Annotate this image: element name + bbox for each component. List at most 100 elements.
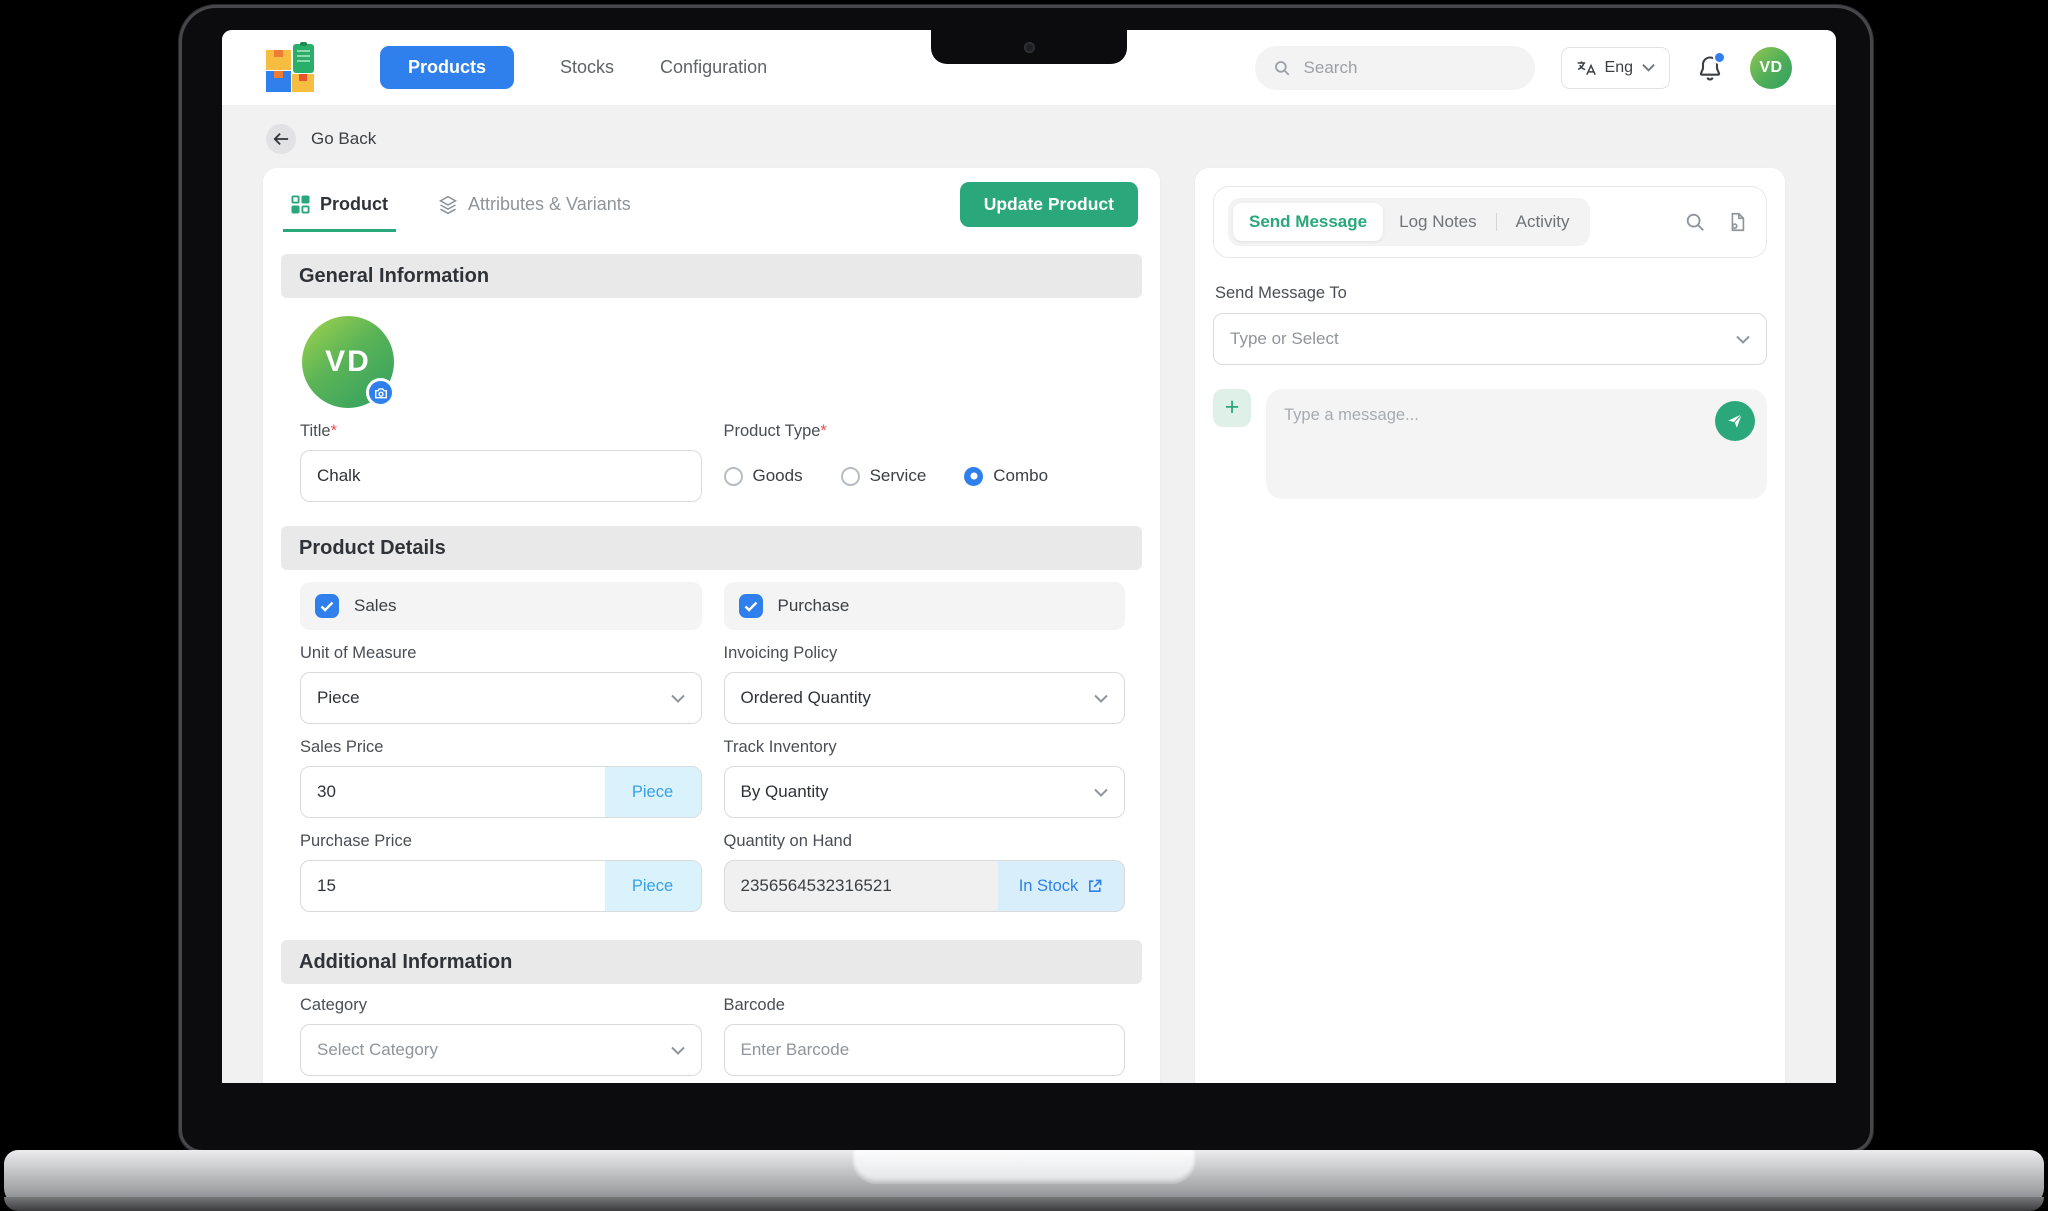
purchase-checkbox-card[interactable]: Purchase — [723, 582, 1125, 630]
send-button[interactable] — [1715, 401, 1755, 441]
title-field: Title* — [300, 422, 702, 502]
unit-of-measure-label: Unit of Measure — [300, 644, 417, 662]
tab-attributes-variants[interactable]: Attributes & Variants — [430, 176, 639, 232]
chevron-down-icon — [1642, 64, 1655, 72]
product-image: VD — [302, 316, 395, 408]
invoicing-policy-select[interactable]: Ordered Quantity — [723, 672, 1125, 724]
message-toolbar-icons — [1684, 211, 1752, 233]
sales-checkbox-label: Sales — [354, 596, 397, 615]
section-header-general: General Information — [281, 254, 1142, 298]
webcam-icon — [1023, 41, 1035, 53]
chevron-down-icon — [670, 1046, 685, 1055]
radio-service[interactable]: Service — [840, 466, 926, 486]
tab-activity[interactable]: Activity — [1515, 212, 1570, 231]
sales-price-group: Piece — [300, 766, 702, 818]
barcode-label: Barcode — [723, 996, 785, 1014]
grid-icon — [291, 195, 310, 214]
translate-icon — [1576, 59, 1596, 77]
language-selector[interactable]: Eng — [1560, 46, 1670, 89]
add-attachment-button[interactable]: + — [1213, 389, 1251, 427]
section-general-body: VD Title* — [263, 298, 1160, 506]
sales-price-field: Sales Price Piece — [300, 738, 702, 818]
search-messages-icon[interactable] — [1684, 211, 1706, 233]
radio-goods[interactable]: Goods — [723, 466, 803, 486]
barcode-input[interactable] — [723, 1024, 1125, 1076]
track-inventory-label: Track Inventory — [723, 738, 837, 756]
go-back[interactable]: Go Back — [222, 106, 1836, 166]
title-label: Title* — [300, 422, 337, 440]
search-input[interactable] — [1301, 56, 1517, 79]
laptop-base — [4, 1150, 2044, 1211]
tab-product[interactable]: Product — [283, 176, 397, 232]
message-composer: + Type a message... — [1213, 389, 1767, 499]
tab-log-notes[interactable]: Log Notes — [1399, 212, 1477, 231]
message-input[interactable]: Type a message... — [1266, 389, 1767, 499]
send-to-select[interactable]: Type or Select — [1213, 313, 1767, 365]
nav-links: Products Stocks Configuration — [380, 46, 767, 89]
in-stock-link[interactable]: In Stock — [998, 861, 1124, 911]
layers-icon — [438, 195, 458, 214]
category-field: Category Select Category — [300, 996, 702, 1076]
invoicing-policy-field: Invoicing Policy Ordered Quantity — [723, 644, 1125, 724]
navbar-right: Eng VD — [1254, 45, 1792, 90]
nav-item-stocks[interactable]: Stocks — [560, 57, 615, 77]
radio-circle-icon — [840, 466, 860, 486]
checkbox-checked-icon — [315, 594, 339, 618]
nav-item-configuration[interactable]: Configuration — [660, 57, 768, 77]
sales-price-label: Sales Price — [300, 738, 384, 756]
laptop-thumb-notch — [852, 1150, 1196, 1184]
tab-product-label: Product — [320, 194, 389, 214]
external-link-icon — [1089, 879, 1102, 892]
track-inventory-select[interactable]: By Quantity — [723, 766, 1125, 818]
quantity-on-hand-group: 2356564532316521 In Stock — [723, 860, 1125, 912]
chevron-down-icon — [1094, 788, 1108, 797]
section-additional-body: Category Select Category Barcode — [263, 984, 1160, 1083]
update-product-button[interactable]: Update Product — [959, 181, 1138, 227]
global-search[interactable] — [1254, 45, 1535, 90]
sales-price-input[interactable] — [301, 767, 605, 817]
page-content: Go Back Product — [222, 106, 1836, 1083]
radio-circle-icon — [723, 466, 743, 486]
tab-divider — [1495, 213, 1497, 231]
chevron-down-icon — [1736, 335, 1750, 344]
message-tabs: Send Message Log Notes Activity — [1228, 198, 1591, 246]
camera-icon[interactable] — [366, 378, 395, 407]
go-back-label: Go Back — [311, 129, 377, 148]
sales-checkbox-card[interactable]: Sales — [300, 582, 702, 630]
search-icon — [1273, 59, 1291, 77]
category-select[interactable]: Select Category — [300, 1024, 702, 1076]
section-header-additional: Additional Information — [281, 940, 1142, 984]
back-arrow-icon[interactable] — [266, 124, 296, 154]
send-message-to-label: Send Message To — [1215, 284, 1347, 302]
product-form-card: Product Attributes & Variants Update Pro… — [263, 168, 1160, 1083]
product-type-field: Product Type* Goods — [723, 422, 1126, 502]
section-details-body: Sales Purchase Unit of Measure — [263, 570, 1160, 916]
laptop-notch — [931, 30, 1127, 64]
message-tabs-bar: Send Message Log Notes Activity — [1213, 186, 1767, 258]
purchase-price-unit-badge: Piece — [604, 861, 701, 911]
cards-row: Product Attributes & Variants Update Pro… — [222, 166, 1836, 1083]
tab-send-message[interactable]: Send Message — [1233, 203, 1384, 241]
quantity-on-hand-field: Quantity on Hand 2356564532316521 In Sto… — [723, 832, 1125, 912]
document-icon[interactable] — [1726, 211, 1748, 233]
section-header-details: Product Details — [281, 526, 1142, 570]
invoicing-policy-label: Invoicing Policy — [723, 644, 838, 662]
unit-of-measure-select[interactable]: Piece — [300, 672, 702, 724]
user-avatar[interactable]: VD — [1750, 46, 1792, 89]
notification-badge — [1713, 50, 1726, 64]
category-label: Category — [300, 996, 367, 1014]
unit-of-measure-field: Unit of Measure Piece — [300, 644, 702, 724]
notifications-button[interactable] — [1696, 50, 1726, 82]
radio-combo[interactable]: Combo — [964, 466, 1048, 486]
app-logo-icon — [266, 41, 314, 92]
quantity-on-hand-label: Quantity on Hand — [723, 832, 852, 850]
chevron-down-icon — [1094, 694, 1108, 703]
track-inventory-field: Track Inventory By Quantity — [723, 738, 1125, 818]
purchase-price-label: Purchase Price — [300, 832, 412, 850]
nav-item-products[interactable]: Products — [380, 46, 515, 89]
radio-selected-icon — [964, 466, 984, 486]
title-input[interactable] — [300, 450, 702, 502]
purchase-price-input[interactable] — [301, 861, 605, 911]
paper-plane-icon — [1728, 413, 1743, 428]
